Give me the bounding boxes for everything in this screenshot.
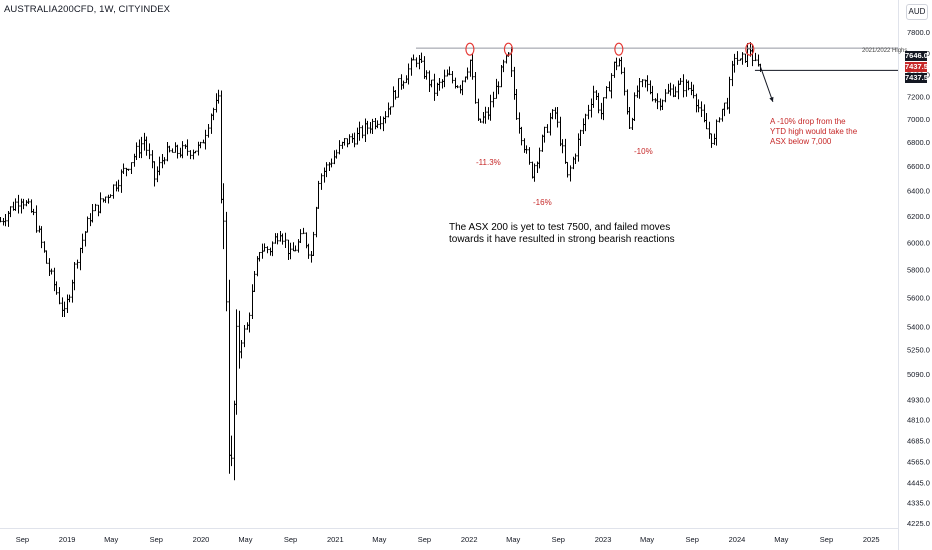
price-tick-label: 4685.0 [907,436,930,445]
time-tick-label: May [640,535,654,544]
analysis-text: The ASX 200 is yet to test 7500, and fai… [449,222,675,245]
projection-arrow [759,65,774,103]
time-tick-label: Sep [820,535,833,544]
time-tick-label: Sep [552,535,565,544]
projection-note: A -10% drop from the YTD high would take… [770,117,858,146]
time-tick-label: Sep [16,535,29,544]
time-tick-label: May [104,535,118,544]
projection-arrow-head [769,96,774,102]
time-tick-label: Sep [418,535,431,544]
time-tick-label: Sep [284,535,297,544]
price-tick-label: 6800.0 [907,138,930,147]
candlestick-series [0,42,762,481]
time-tick-label: May [774,535,788,544]
peak-circle [614,42,624,56]
peak-circle [503,42,514,56]
time-tick-label: 2023 [595,535,612,544]
drawdown-label-3: -10% [634,147,653,156]
price-tag-high: 7646.0 [905,51,928,61]
time-tick-label: May [372,535,386,544]
price-tick-label: 6200.0 [907,212,930,221]
symbol-title: AUSTRALIA200CFD, 1W, CITYINDEX [4,4,171,15]
currency-badge[interactable]: AUD [906,4,928,20]
price-tick-label: 5400.0 [907,323,930,332]
time-tick-label: 2020 [193,535,210,544]
price-tag-last-red: 7437.5 [905,62,928,72]
time-tick-label: May [506,535,520,544]
price-tick-label: 5800.0 [907,265,930,274]
peak-circle [465,42,475,56]
drawdown-label-1: -11.3% [476,158,501,167]
price-tick-label: 4225.0 [907,519,930,528]
time-tick-label: 2025 [863,535,880,544]
time-tick-label: 2021 [327,535,344,544]
price-tick-label: 7800.0 [907,28,930,37]
price-tick-label: 6000.0 [907,238,930,247]
time-axis[interactable]: Sep 2019 May Sep 2020 May Sep 2021 May Sep 2022 May… [0,528,898,545]
time-tick-label: May [238,535,252,544]
time-tick-label: Sep [150,535,163,544]
peak-circle [745,42,755,56]
price-tick-label: 4565.0 [907,457,930,466]
resistance-label: 2021/2022 Highs [862,48,908,54]
time-tick-label: 2019 [59,535,76,544]
price-tick-label: 4335.0 [907,499,930,508]
price-tick-label: 5600.0 [907,294,930,303]
price-tick-label: 6600.0 [907,162,930,171]
time-tick-label: 2022 [461,535,478,544]
price-tick-label: 7200.0 [907,92,930,101]
time-tick-label: 2024 [729,535,746,544]
chart-overlay [415,42,898,103]
price-tick-label: 5250.0 [907,345,930,354]
price-tick-label: 4930.0 [907,396,930,405]
price-tag-last: 7437.5 [905,73,928,83]
price-tick-label: 7000.0 [907,115,930,124]
price-tick-label: 6400.0 [907,187,930,196]
price-tick-label: 4810.0 [907,415,930,424]
price-tick-label: 4445.0 [907,479,930,488]
drawdown-label-2: -16% [533,198,552,207]
price-tick-label: 5090.0 [907,370,930,379]
time-tick-label: Sep [686,535,699,544]
